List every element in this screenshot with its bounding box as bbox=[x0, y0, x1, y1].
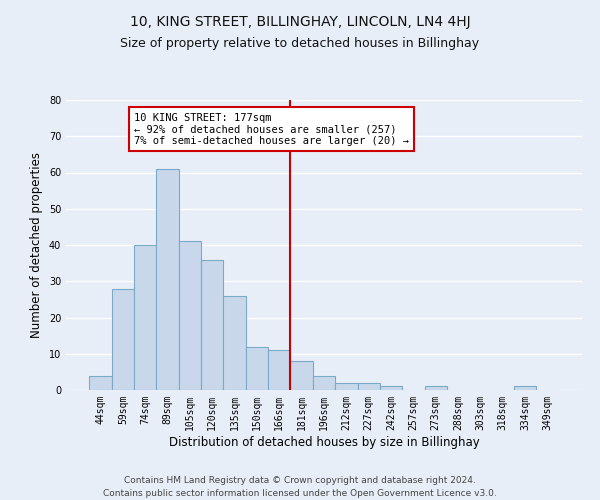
Bar bbox=[335, 383, 358, 390]
Bar bbox=[112, 288, 134, 390]
Bar bbox=[290, 361, 313, 390]
Bar bbox=[268, 350, 290, 390]
Bar bbox=[425, 386, 447, 390]
Bar bbox=[223, 296, 246, 390]
Bar bbox=[514, 386, 536, 390]
Bar bbox=[201, 260, 223, 390]
Text: 10, KING STREET, BILLINGHAY, LINCOLN, LN4 4HJ: 10, KING STREET, BILLINGHAY, LINCOLN, LN… bbox=[130, 15, 470, 29]
Bar bbox=[157, 169, 179, 390]
Text: Size of property relative to detached houses in Billinghay: Size of property relative to detached ho… bbox=[121, 38, 479, 51]
X-axis label: Distribution of detached houses by size in Billinghay: Distribution of detached houses by size … bbox=[169, 436, 479, 448]
Bar bbox=[246, 346, 268, 390]
Bar bbox=[89, 376, 112, 390]
Bar bbox=[313, 376, 335, 390]
Text: Contains HM Land Registry data © Crown copyright and database right 2024.
Contai: Contains HM Land Registry data © Crown c… bbox=[103, 476, 497, 498]
Bar bbox=[134, 245, 157, 390]
Y-axis label: Number of detached properties: Number of detached properties bbox=[30, 152, 43, 338]
Bar bbox=[179, 242, 201, 390]
Bar bbox=[380, 386, 402, 390]
Bar bbox=[358, 383, 380, 390]
Text: 10 KING STREET: 177sqm
← 92% of detached houses are smaller (257)
7% of semi-det: 10 KING STREET: 177sqm ← 92% of detached… bbox=[134, 112, 409, 146]
